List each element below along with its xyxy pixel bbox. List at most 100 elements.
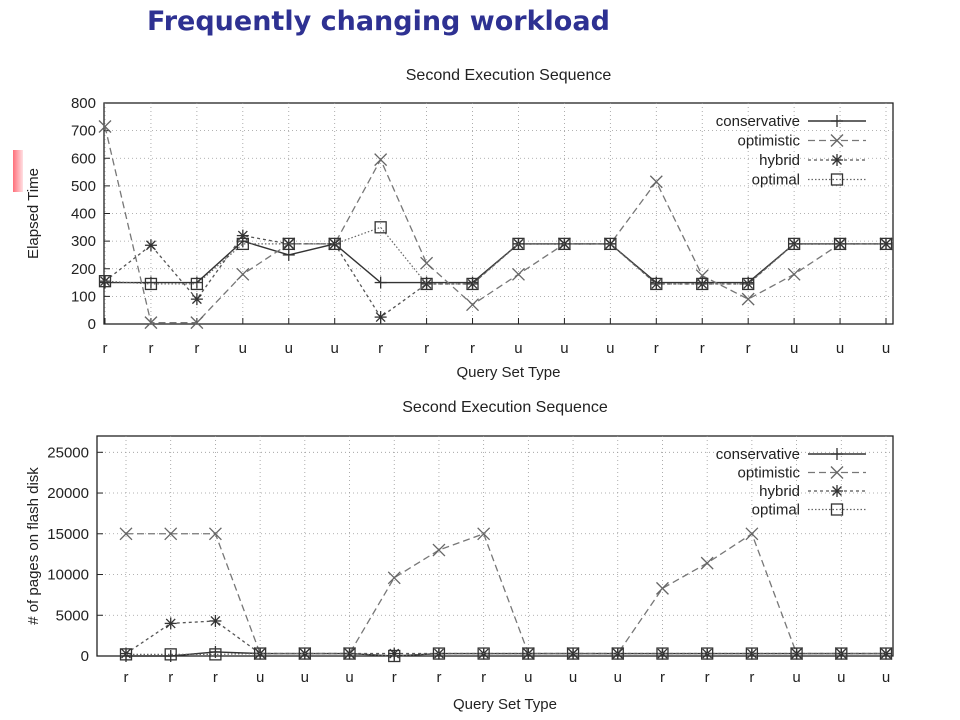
data-point-optimal — [477, 647, 490, 660]
y-tick-label: 20000 — [47, 485, 89, 502]
y-tick-label: 800 — [71, 95, 96, 112]
data-point-optimistic — [512, 267, 525, 281]
x-tick-label: u — [792, 669, 800, 686]
data-point-optimistic — [119, 527, 133, 541]
legend-label-optimal: optimal — [752, 502, 800, 519]
y-tick-label: 400 — [71, 206, 96, 223]
data-point-optimal — [98, 275, 112, 288]
data-point-optimistic — [745, 527, 759, 541]
x-tick-label: r — [749, 669, 754, 686]
data-point-optimistic — [700, 556, 714, 570]
data-point-hybrid — [120, 647, 132, 660]
x-tick-label: r — [700, 340, 705, 357]
y-tick-label: 100 — [71, 288, 96, 305]
x-tick-label: u — [301, 669, 309, 686]
data-point-optimal — [343, 647, 356, 660]
x-tick-label: u — [882, 669, 890, 686]
legend-marker-optimal — [830, 173, 844, 186]
x-tick-label: r — [194, 340, 199, 357]
chart-title: Second Execution Sequence — [406, 67, 612, 84]
data-point-optimal — [742, 277, 755, 291]
accent-bar — [13, 150, 23, 192]
y-tick-label: 600 — [71, 150, 96, 167]
data-point-hybrid — [209, 614, 222, 627]
x-tick-label: u — [614, 669, 622, 686]
x-tick-label: u — [560, 340, 568, 357]
series-line-optimistic — [104, 126, 886, 324]
data-point-optimal — [558, 237, 571, 251]
data-point-hybrid — [880, 237, 892, 250]
data-point-optimal — [282, 237, 295, 251]
y-tick-label: 200 — [71, 261, 96, 278]
data-point-optimistic — [164, 527, 178, 541]
data-point-conservative — [282, 248, 295, 261]
y-tick-label: 25000 — [47, 444, 89, 461]
flash-pages-chart: Second Execution Sequence 0 5000 10000 15000… — [25, 399, 894, 713]
y-tick-label: 300 — [71, 233, 96, 250]
data-point-conservative — [374, 276, 387, 289]
x-tick-label: r — [424, 340, 429, 357]
x-tick-label: r — [746, 340, 751, 357]
x-axis-label: Query Set Type — [457, 364, 561, 381]
x-tick-label: u — [882, 340, 890, 357]
data-point-optimistic — [144, 316, 158, 330]
x-tick-label: r — [660, 669, 665, 686]
data-point-hybrid — [388, 647, 401, 660]
data-point-optimistic — [741, 292, 755, 306]
series-optimistic — [119, 527, 893, 661]
elapsed-time-chart: Second Execution Sequence 0 100 200 300 400 50… — [25, 67, 894, 381]
data-point-optimal — [656, 647, 669, 660]
legend-label-conservative: conservative — [716, 113, 800, 130]
data-point-optimistic — [477, 527, 491, 541]
data-point-optimal — [388, 649, 401, 663]
data-point-hybrid — [282, 237, 295, 250]
x-tick-label: r — [378, 340, 383, 357]
series-line-hybrid — [104, 234, 886, 319]
x-axis-label: Query Set Type — [453, 696, 557, 713]
x-tick-label: r — [103, 340, 108, 357]
data-point-optimal — [879, 237, 893, 251]
data-point-optimal — [835, 647, 848, 660]
data-point-optimistic — [190, 316, 204, 330]
y-tick-label: 5000 — [56, 607, 89, 624]
x-tick-label: u — [239, 340, 247, 357]
plot-frame — [96, 435, 894, 657]
slide-title: Frequently changing workload — [147, 6, 610, 37]
x-tick-label: r — [148, 340, 153, 357]
series-hybrid — [99, 229, 892, 324]
legend-marker-hybrid — [831, 154, 843, 166]
legend: conservative optimistic hybrid optimal — [716, 113, 866, 189]
legend-label-optimistic: optimistic — [737, 465, 800, 482]
data-point-optimistic — [466, 298, 479, 312]
x-tick-label: r — [470, 340, 475, 357]
data-point-hybrid — [432, 647, 445, 660]
data-point-hybrid — [190, 293, 203, 306]
x-tick-label: u — [524, 669, 532, 686]
data-point-optimal — [432, 647, 446, 660]
data-point-hybrid — [328, 237, 341, 250]
y-tick-label: 0 — [81, 648, 89, 665]
data-point-optimal — [190, 277, 204, 291]
legend-label-optimistic: optimistic — [737, 133, 800, 150]
data-point-optimal — [466, 277, 479, 291]
x-tick-label: r — [213, 669, 218, 686]
data-point-optimistic — [432, 543, 446, 557]
x-tick-label: u — [606, 340, 614, 357]
legend-label-conservative: conservative — [716, 446, 800, 463]
chart-title: Second Execution Sequence — [402, 399, 608, 416]
data-point-optimal — [701, 647, 714, 660]
data-point-optimal — [328, 237, 341, 251]
x-tick-label: u — [836, 340, 844, 357]
y-axis-label: # of pages on flash disk — [25, 467, 42, 625]
data-point-optimal — [119, 648, 133, 661]
legend-marker-conservative — [831, 448, 843, 460]
legend-marker-conservative — [831, 115, 843, 127]
data-point-optimistic — [420, 256, 434, 270]
y-axis-label: Elapsed Time — [25, 168, 42, 259]
data-point-optimal — [650, 277, 663, 291]
data-point-optimal — [298, 647, 311, 660]
data-point-hybrid — [164, 617, 177, 630]
data-point-optimal — [236, 237, 249, 251]
data-point-hybrid — [788, 237, 801, 250]
y-tick-label: 10000 — [47, 567, 89, 584]
